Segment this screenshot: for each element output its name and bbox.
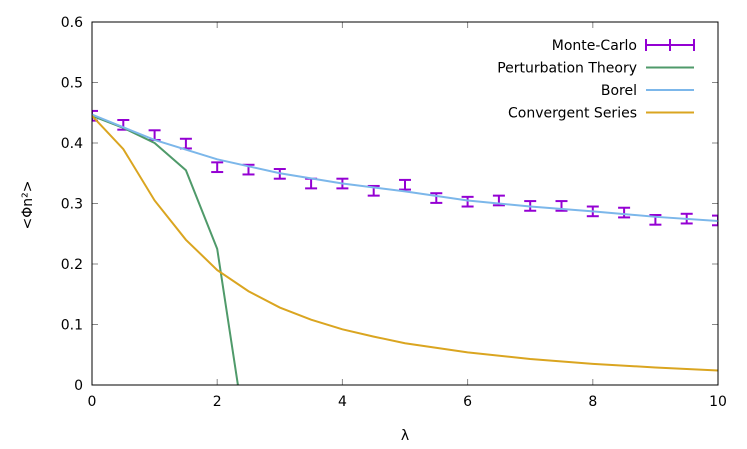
y-tick-label: 0	[74, 378, 83, 394]
y-tick-label: 0.1	[61, 318, 83, 334]
y-tick-label: 0.4	[61, 136, 83, 152]
data-point-monte-carlo	[211, 161, 224, 174]
y-tick-label: 0.6	[61, 15, 83, 31]
data-point-monte-carlo	[305, 177, 318, 190]
y-tick-label: 0.2	[61, 257, 83, 273]
legend-label-convergent-series: Convergent Series	[508, 106, 637, 122]
data-point-monte-carlo	[179, 137, 192, 150]
x-tick-label: 8	[588, 394, 597, 410]
plot-frame	[91, 21, 719, 386]
x-tick-label: 0	[88, 394, 97, 410]
data-point-monte-carlo	[399, 178, 411, 191]
x-tick-label: 4	[338, 394, 347, 410]
data-point-monte-carlo	[618, 206, 631, 219]
data-point-monte-carlo	[430, 192, 443, 204]
line-perturbation-theory	[92, 114, 239, 385]
line-borel	[92, 113, 718, 223]
data-point-monte-carlo	[712, 214, 718, 227]
y-axis-label: <Φn²>	[20, 181, 36, 230]
legend-label-monte-carlo: Monte-Carlo	[552, 38, 637, 54]
x-tick-label: 6	[463, 394, 472, 410]
legend-label-perturbation-theory: Perturbation Theory	[497, 61, 637, 77]
legend-label-borel: Borel	[601, 83, 637, 99]
x-tick-label: 10	[709, 394, 727, 410]
data-point-monte-carlo	[461, 195, 474, 208]
y-tick-label: 0.5	[61, 76, 83, 92]
series-group	[92, 109, 718, 385]
x-axis-label: λ	[401, 428, 409, 444]
y-tick-label: 0.3	[61, 197, 83, 213]
line-convergent-series	[92, 115, 718, 372]
x-tick-label: 2	[213, 394, 222, 410]
legend: Monte-Carlo Perturbation Theory Borel Conve…	[497, 38, 695, 122]
